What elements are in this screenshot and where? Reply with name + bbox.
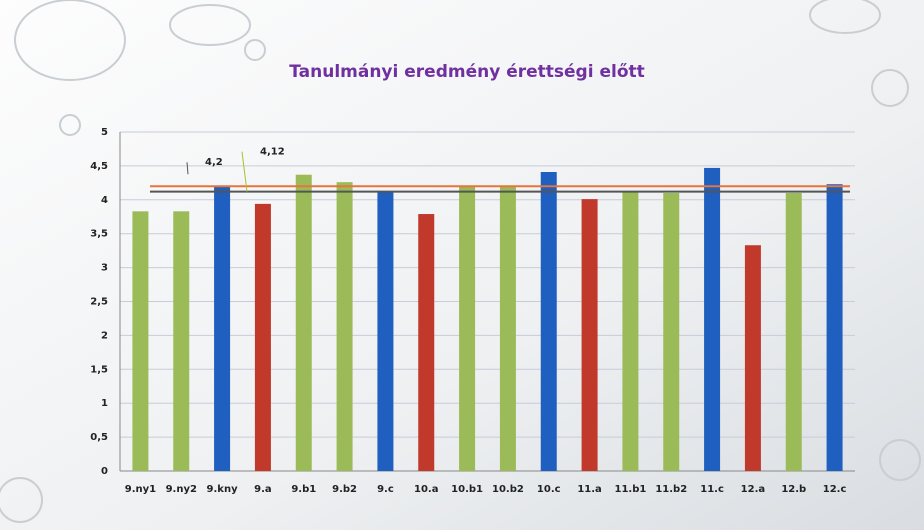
bar bbox=[459, 187, 475, 471]
x-tick-label: 11.b2 bbox=[655, 484, 687, 495]
bar bbox=[132, 211, 148, 471]
y-tick-label: 2 bbox=[101, 330, 108, 341]
x-tick-label: 10.a bbox=[414, 484, 438, 495]
x-tick-label: 9.kny bbox=[207, 484, 239, 495]
x-tick-label: 9.ny2 bbox=[166, 484, 197, 495]
bar bbox=[786, 193, 802, 471]
bar bbox=[173, 211, 189, 471]
y-tick-label: 4 bbox=[101, 195, 108, 206]
bar bbox=[582, 199, 598, 471]
x-tick-label: 9.b2 bbox=[332, 484, 357, 495]
y-tick-label: 3 bbox=[101, 263, 108, 274]
x-tick-label: 9.ny1 bbox=[125, 484, 156, 495]
x-tick-label: 11.b1 bbox=[614, 484, 646, 495]
y-tick-label: 5 bbox=[101, 127, 108, 138]
bar bbox=[337, 182, 353, 471]
x-tick-label: 10.b1 bbox=[451, 484, 483, 495]
y-tick-label: 4,5 bbox=[90, 161, 108, 172]
y-tick-label: 1,5 bbox=[90, 364, 108, 375]
reference-label: 4,12 bbox=[260, 147, 285, 158]
x-tick-label: 11.a bbox=[577, 484, 601, 495]
x-tick-label: 10.b2 bbox=[492, 484, 524, 495]
bar bbox=[622, 192, 638, 471]
x-tick-label: 12.b bbox=[781, 484, 806, 495]
bar bbox=[704, 168, 720, 471]
x-tick-label: 12.c bbox=[823, 484, 847, 495]
y-tick-label: 1 bbox=[101, 398, 108, 409]
bar bbox=[377, 191, 393, 471]
y-tick-label: 3,5 bbox=[90, 229, 108, 240]
y-tick-label: 2,5 bbox=[90, 297, 108, 308]
x-tick-label: 11.c bbox=[700, 484, 724, 495]
x-tick-label: 12.a bbox=[741, 484, 765, 495]
x-tick-label: 9.a bbox=[254, 484, 272, 495]
bar bbox=[500, 187, 516, 471]
bar bbox=[663, 193, 679, 471]
y-tick-label: 0,5 bbox=[90, 432, 108, 443]
bar bbox=[418, 214, 434, 471]
bar bbox=[296, 175, 312, 471]
bar bbox=[214, 187, 230, 471]
bar bbox=[255, 204, 271, 471]
x-tick-label: 10.c bbox=[537, 484, 561, 495]
x-tick-label: 9.b1 bbox=[291, 484, 316, 495]
bar bbox=[827, 184, 843, 471]
chart: Tanulmányi eredmény érettségi előtt 0 0,5… bbox=[0, 0, 924, 530]
reference-label: 4,2 bbox=[205, 157, 223, 168]
x-tick-label: 9.c bbox=[377, 484, 394, 495]
chart-title: Tanulmányi eredmény érettségi előtt bbox=[289, 62, 645, 82]
y-tick-label: 0 bbox=[101, 466, 108, 477]
bar bbox=[541, 172, 557, 471]
bar bbox=[745, 245, 761, 471]
